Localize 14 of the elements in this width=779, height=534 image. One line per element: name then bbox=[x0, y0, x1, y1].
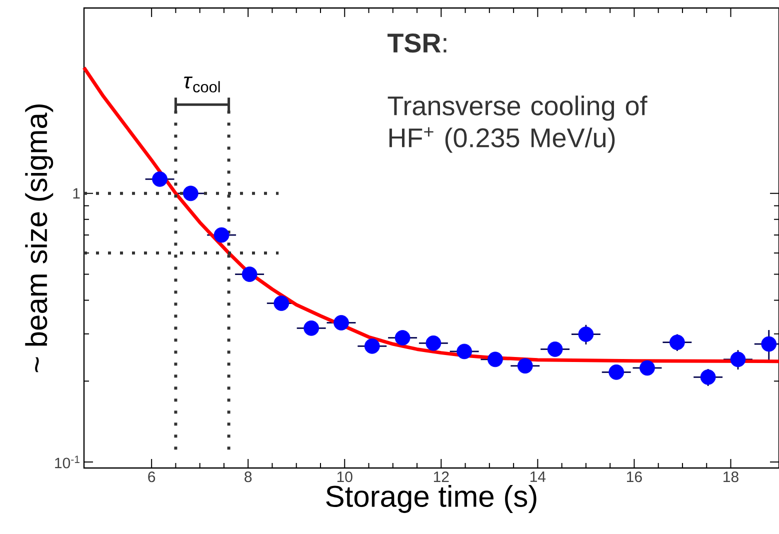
x-tick-label: 16 bbox=[627, 472, 642, 482]
annotation: τ$_{cool}$ bbox=[184, 76, 220, 92]
y-axis-title: ~ beam size (sigma) bbox=[25, 104, 54, 372]
x-tick-label: 18 bbox=[724, 472, 738, 482]
x-tick-label: 6 bbox=[148, 472, 156, 482]
annotation: TSR: bbox=[388, 33, 446, 53]
x-axis-title: Storage time (s) bbox=[326, 484, 536, 513]
x-tick-label: 8 bbox=[244, 472, 252, 482]
x-tick-label: 14 bbox=[530, 472, 546, 482]
x-tick-label: 12 bbox=[434, 472, 449, 482]
annotation: Transverse cooling of HF$^{+}$ (0.235 MeV/u) bbox=[388, 96, 648, 153]
y-tick-label: 1 bbox=[73, 188, 80, 199]
y-tick-label: 10$^{-1}$ bbox=[55, 456, 80, 468]
x-tick-label: 10 bbox=[337, 472, 352, 482]
